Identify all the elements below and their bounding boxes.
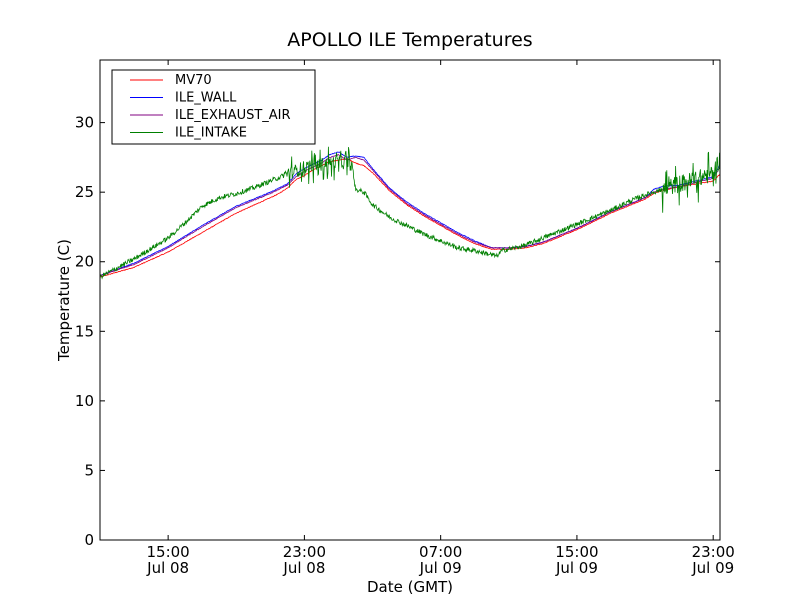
x-tick-label-date: Jul 09: [555, 559, 598, 577]
x-axis-label: Date (GMT): [367, 578, 453, 596]
legend-box: [111, 69, 316, 145]
legend-entry-label: MV70: [175, 73, 212, 88]
series-line-mv70: [100, 157, 720, 278]
x-tick-label-date: Jul 08: [146, 559, 189, 577]
x-tick-label-time: 07:00: [419, 543, 462, 561]
y-tick-label: 30: [75, 114, 94, 132]
x-tick-label-date: Jul 08: [282, 559, 325, 577]
x-tick-label-time: 23:00: [692, 543, 735, 561]
y-tick-label: 15: [75, 322, 94, 340]
legend-entry-label: ILE_WALL: [175, 91, 237, 106]
x-tick-label-time: 15:00: [147, 543, 190, 561]
legend-entry-label: ILE_EXHAUST_AIR: [175, 108, 291, 123]
x-tick-label-time: 23:00: [283, 543, 326, 561]
legend: MV70 ILE_WALL ILE_EXHAUST_AIR ILE_INTAKE: [111, 69, 316, 145]
y-tick-label: 5: [84, 461, 94, 479]
y-tick-label: 25: [75, 183, 94, 201]
x-tick-label-time: 15:00: [555, 543, 598, 561]
chart-title: APOLLO ILE Temperatures: [287, 29, 532, 51]
x-tick-label-date: Jul 09: [691, 559, 734, 577]
plot-frame: [99, 59, 721, 541]
series-layer: [100, 146, 720, 280]
series-line-ile-intake: [100, 146, 720, 280]
x-tick-label-date: Jul 09: [419, 559, 462, 577]
y-tick-label: 0: [84, 531, 94, 549]
y-tick-label: 20: [75, 253, 94, 271]
legend-entry-label: ILE_INTAKE: [175, 126, 247, 141]
y-axis-label: Temperature (C): [55, 239, 73, 362]
y-tick-label: 10: [75, 392, 94, 410]
